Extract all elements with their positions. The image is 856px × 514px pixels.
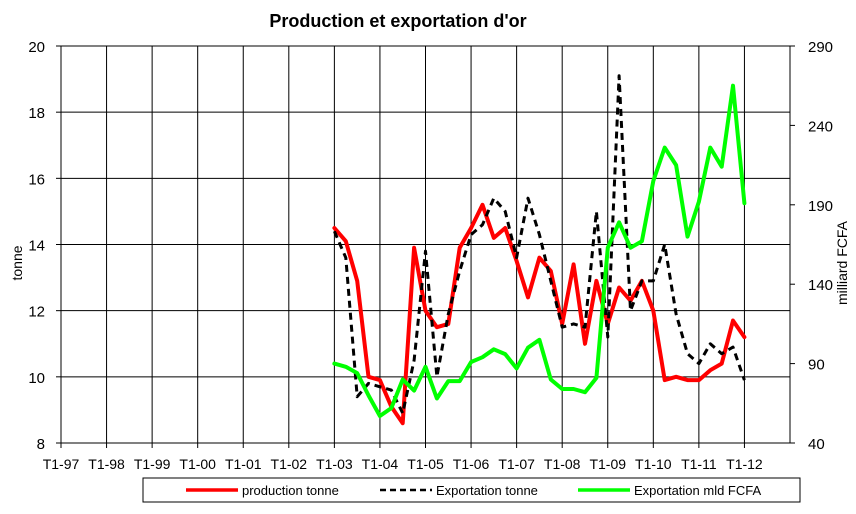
x-tick-label: T1-11	[681, 456, 717, 472]
x-tick-label: T1-07	[498, 456, 535, 472]
legend-label-2: Exportation tonne	[436, 483, 538, 498]
y-right-tick-label: 240	[808, 118, 833, 135]
y-left-tick-label: 18	[28, 105, 45, 122]
y-right-tick-label: 90	[808, 357, 825, 374]
x-tick-label: T1-12	[726, 456, 763, 472]
x-tick-label: T1-98	[88, 456, 125, 472]
grid-layer	[60, 45, 791, 444]
x-tick-label: T1-10	[635, 456, 672, 472]
series-line-2	[333, 74, 746, 415]
legend-box	[142, 477, 801, 503]
legend: production tonne Exportation tonne Exporta…	[142, 477, 801, 503]
x-tick-label: T1-97	[43, 456, 80, 472]
chart-title: Production et exportation d'or	[269, 11, 526, 31]
x-tick-label: T1-06	[453, 456, 490, 472]
series-layer	[332, 74, 747, 426]
legend-label-3: Exportation mld FCFA	[634, 483, 761, 498]
x-tick-label: T1-05	[407, 456, 444, 472]
x-tick-label: T1-00	[179, 456, 216, 472]
x-tick-label: T1-03	[316, 456, 353, 472]
y-left-tick-label: 8	[37, 436, 45, 453]
y-axis-left-label: tonne	[9, 245, 25, 280]
x-tick-label: T1-99	[134, 456, 171, 472]
y-left-tick-label: 20	[28, 39, 45, 56]
y-left-tick-label: 12	[28, 304, 45, 321]
y-left-tick-label: 16	[28, 171, 45, 188]
x-tick-label: T1-02	[271, 456, 308, 472]
y-axis-right-label: milliard FCFA	[834, 220, 850, 305]
axis-layer: 8 10 12 14 16 18 20 40 90 140 190 240 290 T1-97 T1-98 T…	[28, 39, 833, 472]
y-right-tick-label: 190	[808, 198, 833, 215]
y-right-tick-label: 140	[808, 277, 833, 294]
x-tick-label: T1-08	[544, 456, 581, 472]
legend-label-1: production tonne	[242, 483, 339, 498]
y-left-tick-label: 14	[28, 238, 45, 255]
y-right-tick-label: 290	[808, 39, 833, 56]
x-tick-label: T1-04	[362, 456, 399, 472]
x-tick-label: T1-09	[589, 456, 626, 472]
series-line-1	[332, 202, 747, 426]
y-left-tick-label: 10	[28, 370, 45, 387]
y-right-tick-label: 40	[808, 436, 825, 453]
series-line-3	[332, 83, 747, 418]
x-tick-label: T1-01	[225, 456, 262, 472]
